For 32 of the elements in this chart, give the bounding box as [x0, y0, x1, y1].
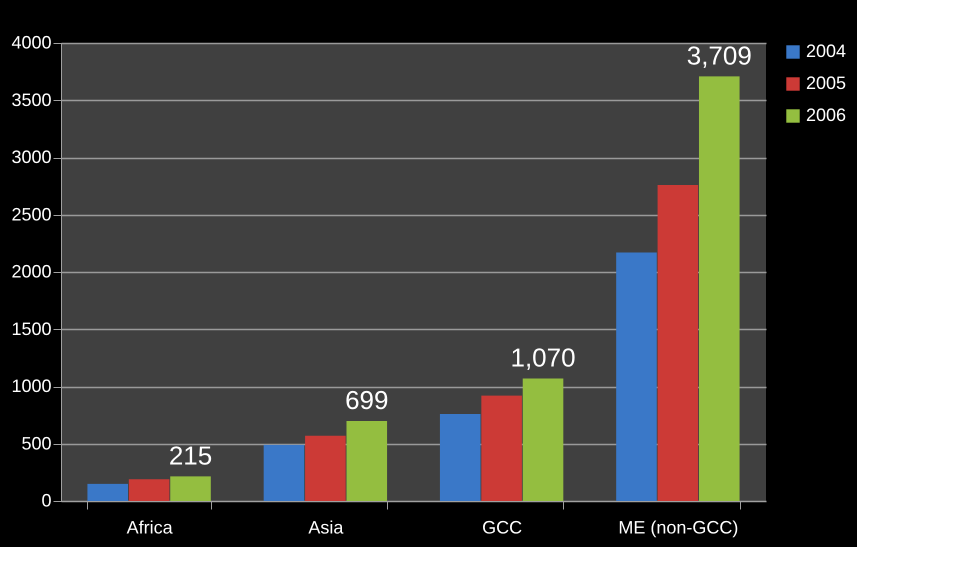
- bar: [170, 476, 211, 501]
- y-tick-label: 3000: [11, 147, 52, 167]
- bar: [128, 479, 170, 501]
- bar: [616, 252, 657, 501]
- bar: [264, 444, 304, 501]
- bar: [698, 76, 740, 501]
- x-tick-label: Asia: [308, 518, 344, 538]
- legend-label: 2006: [806, 105, 846, 125]
- bar: [522, 378, 564, 501]
- y-tick-label: 1000: [11, 376, 52, 396]
- y-tick-label: 4000: [11, 32, 52, 52]
- bar: [346, 420, 388, 501]
- data-label: 215: [168, 440, 212, 470]
- y-tick-label: 0: [41, 490, 52, 510]
- x-tick-label: GCC: [482, 518, 522, 538]
- data-label: 699: [345, 384, 388, 415]
- bar: [87, 484, 128, 501]
- y-tick-label: 2000: [11, 262, 52, 282]
- data-label: 3,709: [686, 40, 752, 70]
- data-label: 1,070: [510, 342, 576, 372]
- bar: [658, 184, 698, 501]
- legend-label: 2005: [806, 73, 846, 93]
- y-tick-label: 1500: [11, 318, 52, 339]
- bar: [305, 436, 346, 501]
- bar: [481, 396, 522, 501]
- x-tick-label: Africa: [126, 518, 174, 538]
- y-tick-label: 3500: [11, 90, 52, 110]
- y-tick-label: 2500: [11, 204, 52, 224]
- legend-label: 2004: [806, 41, 846, 61]
- x-tick-label: ME (non-GCC): [618, 518, 738, 538]
- bar: [440, 414, 481, 501]
- y-tick-label: 500: [21, 433, 52, 454]
